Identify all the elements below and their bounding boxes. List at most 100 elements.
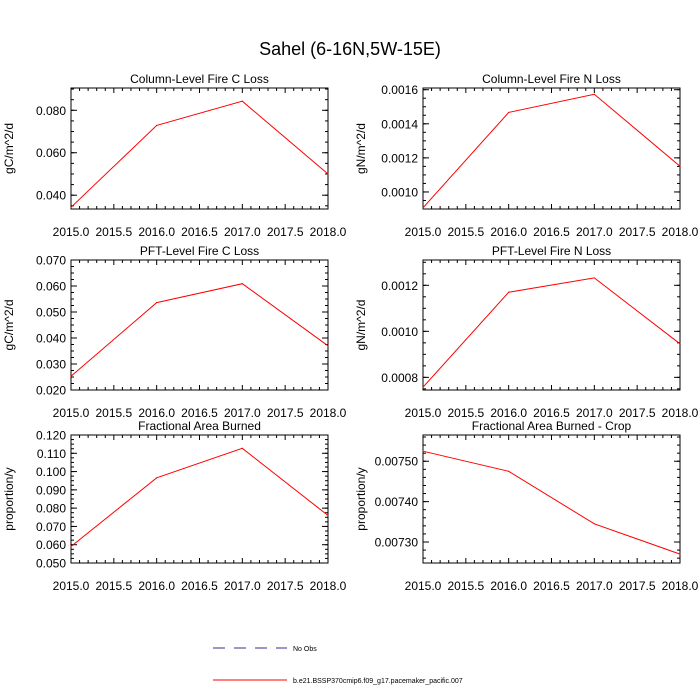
x-tick-label: 2017.5 bbox=[267, 579, 304, 593]
x-tick-label: 2016.0 bbox=[138, 225, 175, 239]
panel-title: Column-Level Fire C Loss bbox=[130, 72, 269, 86]
y-tick-label: 0.060 bbox=[36, 538, 66, 552]
panel-2: 2015.0 2015.5 2016.0 2016.5 2017.0 2017.5 2018… bbox=[354, 72, 699, 239]
figure-title: Sahel (6-16N,5W-15E) bbox=[259, 39, 441, 59]
y-tick-label: 0.040 bbox=[36, 332, 66, 346]
y-tick-label: 0.040 bbox=[36, 189, 66, 203]
data-point bbox=[508, 111, 510, 113]
series-line bbox=[70, 100, 329, 208]
x-tick-label: 2015.0 bbox=[53, 579, 90, 593]
data-point bbox=[508, 291, 510, 293]
x-tick-label: 2016.0 bbox=[138, 579, 175, 593]
y-tick-label: 0.00740 bbox=[375, 495, 419, 509]
series-line bbox=[70, 283, 329, 377]
x-tick-label: 2017.0 bbox=[224, 406, 261, 420]
y-tick-label: 0.080 bbox=[36, 502, 66, 516]
x-tick-label: 2015.0 bbox=[405, 579, 442, 593]
y-axis-label: gC/m^2/d bbox=[2, 123, 16, 174]
plot-frame bbox=[422, 259, 681, 391]
data-point bbox=[241, 100, 243, 102]
plot-frame bbox=[70, 259, 329, 391]
panel-grid: 2015.0 2015.5 2016.0 2016.5 2017.0 2017.5 2018… bbox=[2, 72, 699, 593]
y-tick-label: 0.0012 bbox=[381, 279, 418, 293]
y-tick-label: 0.110 bbox=[37, 447, 66, 461]
x-tick-label: 2016.5 bbox=[181, 579, 218, 593]
data-point bbox=[422, 386, 424, 388]
y-tick-label: 0.090 bbox=[36, 483, 66, 497]
y-tick-label: 0.030 bbox=[36, 358, 66, 372]
x-tick-label: 2018.0 bbox=[310, 579, 347, 593]
x-tick-label: 2017.5 bbox=[619, 406, 656, 420]
panel-4: 2015.0 2015.5 2016.0 2016.5 2017.0 2017.5 2018… bbox=[354, 244, 699, 420]
y-axis-label: gN/m^2/d bbox=[354, 300, 368, 351]
y-tick-label: 0.020 bbox=[36, 384, 66, 398]
x-tick-label: 2015.5 bbox=[447, 406, 484, 420]
x-tick-label: 2017.0 bbox=[576, 225, 613, 239]
x-tick-label: 2015.5 bbox=[95, 406, 132, 420]
y-tick-label: 0.0010 bbox=[381, 185, 418, 199]
data-point bbox=[327, 514, 329, 517]
x-tick-label: 2015.5 bbox=[447, 579, 484, 593]
x-tick-label: 2016.0 bbox=[138, 406, 175, 420]
series-line bbox=[422, 277, 681, 388]
x-tick-label: 2017.0 bbox=[576, 406, 613, 420]
legend: No Obs b.e21.BSSP370cmip6.f09_g17.pacema… bbox=[213, 646, 463, 685]
y-tick-label: 0.00750 bbox=[375, 455, 419, 469]
data-point bbox=[422, 450, 424, 452]
x-tick-label: 2016.5 bbox=[533, 579, 570, 593]
y-tick-label: 0.0012 bbox=[381, 151, 418, 165]
x-tick-label: 2018.0 bbox=[310, 406, 347, 420]
y-axis-label: gN/m^2/d bbox=[354, 123, 368, 174]
x-tick-label: 2015.5 bbox=[95, 579, 132, 593]
panel-title: PFT-Level Fire N Loss bbox=[492, 244, 611, 258]
y-axis-label: proportion/y bbox=[354, 467, 368, 530]
x-tick-label: 2015.0 bbox=[53, 406, 90, 420]
data-point bbox=[679, 553, 681, 555]
data-point bbox=[156, 477, 158, 479]
x-tick-label: 2018.0 bbox=[662, 225, 699, 239]
x-tick-label: 2017.5 bbox=[267, 406, 304, 420]
x-tick-label: 2015.5 bbox=[447, 225, 484, 239]
y-tick-label: 0.100 bbox=[36, 465, 66, 479]
y-tick-label: 0.0014 bbox=[381, 117, 418, 131]
panel-6: 2015.0 2015.5 2016.0 2016.5 2017.0 2017.5 2018… bbox=[354, 419, 699, 593]
plot-frame bbox=[422, 434, 681, 564]
data-point bbox=[327, 345, 329, 347]
panel-5: 2015.0 2015.5 2016.0 2016.5 2017.0 2017.5 2018… bbox=[2, 419, 347, 593]
x-tick-label: 2018.0 bbox=[662, 406, 699, 420]
x-tick-label: 2017.0 bbox=[224, 579, 261, 593]
x-tick-label: 2016.5 bbox=[533, 406, 570, 420]
data-point bbox=[156, 302, 158, 304]
x-tick-label: 2018.0 bbox=[662, 579, 699, 593]
y-tick-label: 0.050 bbox=[36, 557, 66, 571]
x-tick-label: 2015.0 bbox=[53, 225, 90, 239]
data-point bbox=[70, 375, 72, 377]
y-axis-label: gC/m^2/d bbox=[2, 300, 16, 351]
data-point bbox=[156, 124, 158, 126]
x-tick-label: 2018.0 bbox=[310, 225, 347, 239]
data-point bbox=[241, 283, 243, 285]
x-tick-label: 2017.5 bbox=[619, 225, 656, 239]
y-tick-label: 0.050 bbox=[36, 306, 66, 320]
plot-frame bbox=[422, 87, 681, 210]
x-tick-label: 2016.5 bbox=[181, 225, 218, 239]
plot-frame bbox=[70, 87, 329, 210]
y-tick-label: 0.0008 bbox=[381, 371, 418, 385]
y-tick-label: 0.080 bbox=[36, 104, 66, 118]
data-point bbox=[70, 206, 72, 208]
series-line bbox=[422, 93, 681, 209]
x-tick-label: 2017.0 bbox=[576, 579, 613, 593]
x-tick-label: 2016.0 bbox=[490, 579, 527, 593]
panel-title: PFT-Level Fire C Loss bbox=[140, 244, 259, 258]
data-point bbox=[593, 523, 595, 525]
x-tick-label: 2017.0 bbox=[224, 225, 261, 239]
series-line bbox=[70, 447, 329, 547]
y-tick-label: 0.120 bbox=[36, 429, 66, 443]
y-axis-label: proportion/y bbox=[2, 467, 16, 530]
panel-3: 2015.0 2015.5 2016.0 2016.5 2017.0 2017.5 2018… bbox=[2, 244, 347, 420]
data-point bbox=[679, 343, 681, 345]
x-tick-label: 2017.5 bbox=[267, 225, 304, 239]
x-tick-label: 2015.0 bbox=[405, 406, 442, 420]
y-tick-label: 0.060 bbox=[36, 146, 66, 160]
